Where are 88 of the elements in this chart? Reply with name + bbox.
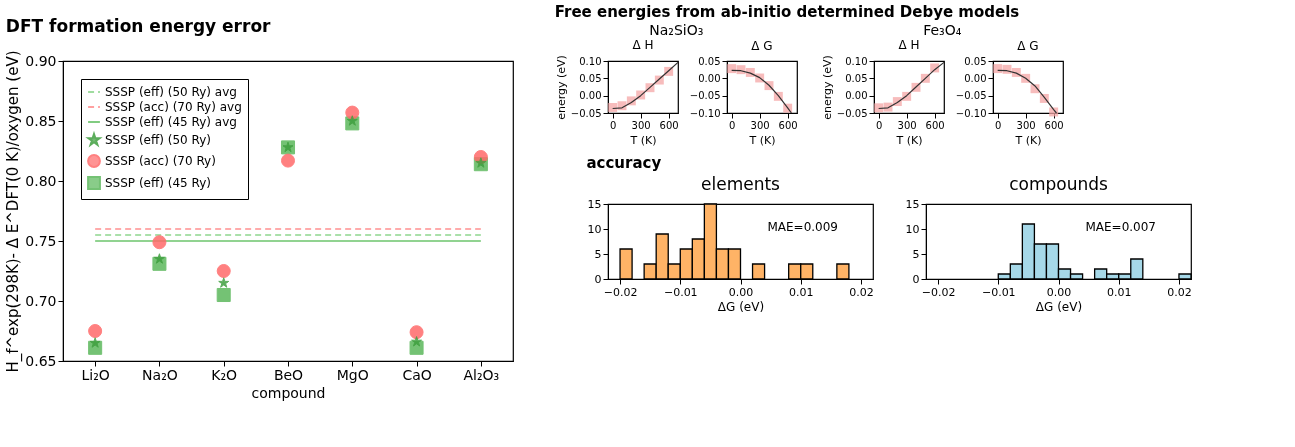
chart-title: compounds [1009,174,1108,194]
x-axis-title: T (K) [629,133,657,147]
y-tick-label: 5 [912,247,920,261]
y-tick-label: 5 [594,247,602,261]
text: Na₂SiO₃ [649,22,704,39]
text: accuracy [586,154,662,173]
x-tick-label: Li₂O [81,366,110,383]
x-tick-label: K₂O [211,366,238,383]
y-tick-label: −0.05 [689,90,721,102]
x-tick-label: 0 [728,119,736,131]
legend-label: SSSP (acc) (70 Ry) avg [105,100,242,114]
x-tick-label: 0 [875,119,883,131]
y-tick-label: 15 [905,197,920,211]
text: Free energies from ab-initio determined Debye models [554,3,1020,22]
x-tick-label: MgO [336,366,369,383]
annotation: MAE=0.007 [1085,220,1156,234]
y-tick-label: 10 [905,222,920,236]
chart-title: Δ H [898,37,920,52]
y-axis-title: energy (eV) [554,55,568,120]
x-tick-label: 0.00 [728,285,754,299]
x-tick-label: 0.01 [1106,285,1132,299]
y-tick-label: −0.05 [570,107,602,119]
y-tick-label: 0.70 [25,292,57,309]
y-tick-label: −0.10 [955,107,987,119]
legend-label: SSSP (eff) (50 Ry) avg [105,85,237,99]
y-tick-label: 0.80 [25,172,57,189]
y-tick-label: 10 [587,222,602,236]
x-axis-title: ΔG (eV) [1035,299,1083,314]
x-axis-title: T (K) [748,133,776,147]
x-tick-label: BeO [273,366,304,383]
y-tick-label: 15 [587,197,602,211]
y-axis-title: H_f^exp(298K)- Δ E^DFT(0 K)/oxygen (eV) [4,50,24,373]
y-tick-label: 0.65 [25,352,57,369]
x-tick-label: −0.01 [663,285,698,299]
x-axis-title: T (K) [1014,133,1042,147]
x-tick-label: CaO [402,366,432,383]
x-tick-label: 300 [631,119,651,131]
y-tick-label: 0.05 [964,55,987,67]
y-tick-label: 0.00 [698,72,721,84]
chart-title: Δ H [632,37,654,52]
x-tick-label: 0.00 [1046,285,1072,299]
x-axis-title: T (K) [895,133,923,147]
legend-label: SSSP (acc) (70 Ry) [105,154,216,168]
y-tick-label: 0.10 [845,55,868,67]
legend-label: SSSP (eff) (45 Ry) avg [105,115,237,129]
x-tick-label: 600 [778,119,798,131]
y-tick-label: 0.05 [845,72,868,84]
x-tick-label: 300 [750,119,770,131]
annotation: MAE=0.009 [767,220,838,234]
chart-title: Δ G [1017,39,1039,53]
x-tick-label: Na₂O [142,366,178,383]
y-tick-label: 0.85 [25,112,57,129]
y-tick-label: 0.10 [579,55,602,67]
y-tick-label: −0.10 [689,107,721,119]
y-tick-label: 0.00 [579,90,602,102]
x-tick-label: 600 [659,119,679,131]
chart-title: DFT formation energy error [5,15,272,36]
x-tick-label: 0.01 [788,285,814,299]
x-tick-label: 300 [897,119,917,131]
y-tick-label: 0.00 [845,90,868,102]
y-tick-label: 0 [912,272,920,286]
y-tick-label: −0.05 [836,107,868,119]
x-tick-label: Al₂O₃ [463,366,500,383]
legend-label: SSSP (eff) (45 Ry) [105,176,211,190]
y-axis-title: energy (eV) [820,55,834,120]
chart-title: Δ G [751,39,773,53]
legend-label: SSSP (eff) (50 Ry) [105,133,211,147]
y-tick-label: 0.75 [25,232,57,249]
x-tick-label: 0 [994,119,1002,131]
y-tick-label: 0.05 [579,72,602,84]
y-tick-label: 0.05 [698,55,721,67]
x-tick-label: 600 [1044,119,1064,131]
chart-title: elements [701,174,781,194]
x-tick-label: −0.02 [921,285,956,299]
x-tick-label: 600 [925,119,945,131]
x-tick-label: 0.02 [1167,285,1192,299]
x-axis-title: ΔG (eV) [717,299,765,314]
x-tick-label: 300 [1016,119,1036,131]
y-tick-label: 0.00 [964,72,987,84]
x-tick-label: −0.02 [603,285,638,299]
x-tick-label: 0.02 [849,285,874,299]
y-tick-label: 0.90 [25,52,57,69]
y-tick-label: 0 [594,272,602,286]
text: Fe₃O₄ [923,22,962,39]
x-tick-label: −0.01 [981,285,1016,299]
x-tick-label: 0 [609,119,617,131]
x-axis-title: compound [251,384,326,401]
y-tick-label: −0.05 [955,90,987,102]
